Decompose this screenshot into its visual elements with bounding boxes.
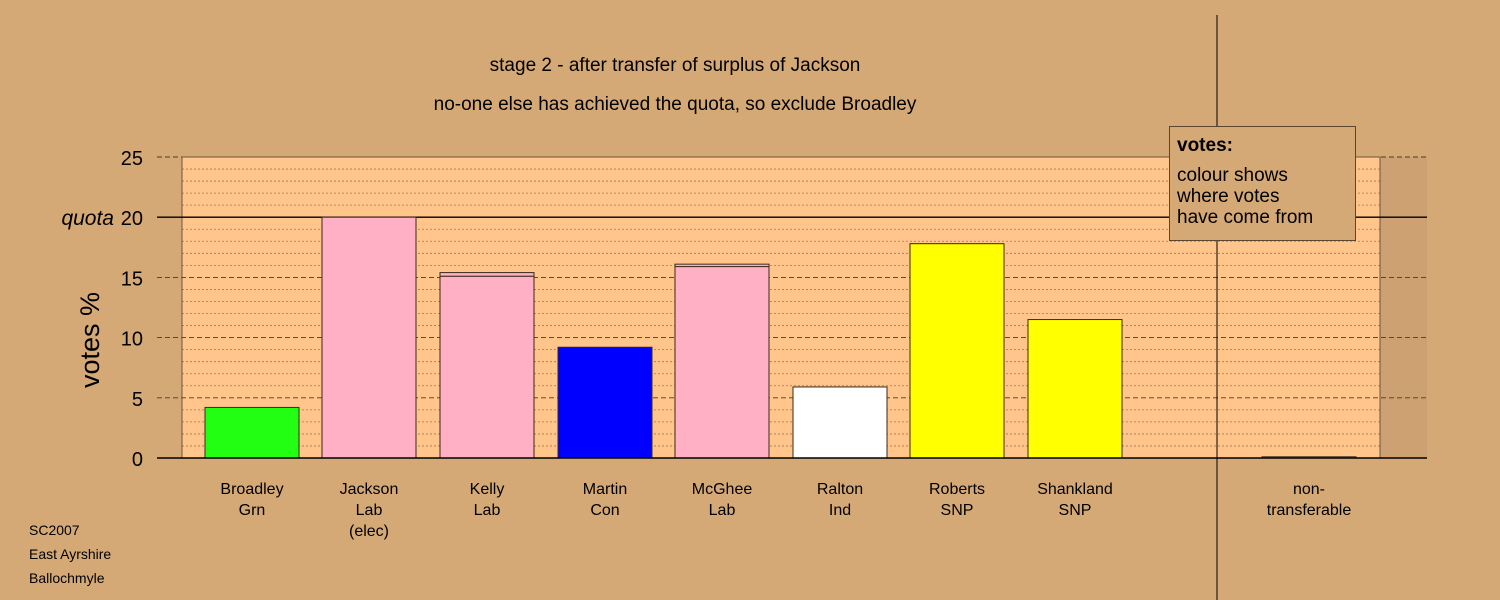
bar bbox=[1027, 319, 1123, 459]
bar bbox=[557, 346, 653, 459]
y-tick-label: 15 bbox=[121, 268, 143, 290]
y-tick-label: 0 bbox=[132, 449, 143, 471]
legend-title: votes: bbox=[1177, 135, 1233, 156]
x-tick-label: (elec) bbox=[349, 523, 389, 540]
x-tick-label: Martin bbox=[583, 481, 627, 498]
footer-line-council: East Ayrshire bbox=[29, 546, 112, 562]
legend-line: where votes bbox=[1177, 186, 1280, 207]
bar bbox=[321, 216, 417, 459]
x-tick-label: Lab bbox=[709, 502, 736, 519]
x-tick-label: Lab bbox=[474, 502, 501, 519]
x-tick-label: SNP bbox=[1059, 502, 1092, 519]
x-tick-label: Kelly bbox=[470, 481, 505, 498]
footer-line-election: SC2007 bbox=[29, 522, 80, 538]
x-tick-label: transferable bbox=[1267, 502, 1352, 519]
y-tick-label: 20 bbox=[121, 208, 143, 230]
x-tick-label: McGhee bbox=[692, 481, 753, 498]
x-tick-label: Shankland bbox=[1037, 481, 1113, 498]
x-tick-label: SNP bbox=[941, 502, 974, 519]
bar bbox=[204, 406, 300, 459]
x-tick-label: Ralton bbox=[817, 481, 863, 498]
bar bbox=[439, 275, 535, 459]
bar bbox=[792, 386, 888, 459]
bar bbox=[674, 266, 770, 459]
bar-transfer-segment bbox=[439, 272, 535, 277]
legend-line: have come from bbox=[1177, 207, 1314, 228]
x-tick-label: Jackson bbox=[340, 481, 399, 498]
chart-title: stage 2 - after transfer of surplus of J… bbox=[490, 55, 861, 76]
x-tick-label: non- bbox=[1293, 481, 1325, 498]
legend-line: colour shows bbox=[1177, 165, 1288, 186]
quota-label: quota bbox=[61, 207, 114, 230]
bar bbox=[909, 243, 1005, 459]
footer-line-ward: Ballochmyle bbox=[29, 570, 105, 586]
x-tick-label: Con bbox=[590, 502, 619, 519]
y-tick-label: 10 bbox=[121, 329, 143, 351]
chart-subtitle: no-one else has achieved the quota, so e… bbox=[434, 94, 917, 115]
bar-transfer-segment bbox=[674, 263, 770, 268]
y-tick-label: 25 bbox=[121, 148, 143, 170]
x-tick-label: Broadley bbox=[220, 481, 283, 498]
x-tick-label: Roberts bbox=[929, 481, 985, 498]
legend: votes: colour shows where votes have com… bbox=[1169, 126, 1356, 241]
y-tick-label: 5 bbox=[132, 389, 143, 411]
x-tick-label: Lab bbox=[356, 502, 383, 519]
x-tick-label: Grn bbox=[239, 502, 266, 519]
x-tick-label: Ind bbox=[829, 502, 851, 519]
plot-margin-right bbox=[1380, 157, 1427, 458]
y-axis-label: votes % bbox=[75, 292, 105, 388]
